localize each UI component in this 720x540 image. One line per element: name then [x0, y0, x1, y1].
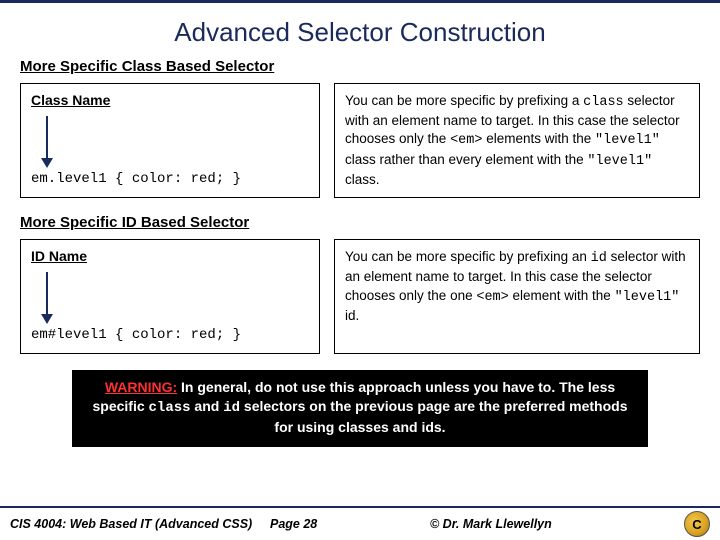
footer: CIS 4004: Web Based IT (Advanced CSS) Pa…: [0, 506, 720, 540]
ucf-logo-icon: C: [684, 511, 710, 537]
warning-box: WARNING: In general, do not use this app…: [72, 370, 648, 447]
footer-author: © Dr. Mark Llewellyn: [430, 517, 684, 531]
section1-row: Class Name em.level1 { color: red; } You…: [20, 83, 700, 198]
section2-code: em#level1 { color: red; }: [31, 327, 241, 343]
section1-label: Class Name: [31, 92, 309, 108]
warning-text: selectors on the previous page are the p…: [240, 398, 627, 435]
s1-code-level1b: "level1": [587, 154, 652, 169]
s1-code-class: class: [583, 95, 624, 110]
s1-text: You can be more specific by prefixing a: [345, 93, 583, 108]
section1-code-panel: Class Name em.level1 { color: red; }: [20, 83, 320, 198]
warning-code-id: id: [223, 400, 240, 416]
s2-text: element with the: [509, 288, 615, 303]
s2-code-em: <em>: [476, 290, 508, 305]
section2-label: ID Name: [31, 248, 309, 264]
s2-text: You can be more specific by prefixing an: [345, 249, 591, 264]
arrow-down-icon: [39, 270, 69, 326]
section2-row: ID Name em#level1 { color: red; } You ca…: [20, 239, 700, 354]
section2-heading: More Specific ID Based Selector: [20, 214, 700, 231]
footer-page: Page 28: [270, 517, 430, 531]
s1-code-level1a: "level1": [595, 133, 660, 148]
section1-heading: More Specific Class Based Selector: [20, 58, 700, 75]
footer-course: CIS 4004: Web Based IT (Advanced CSS): [10, 517, 270, 531]
section2-explain: You can be more specific by prefixing an…: [334, 239, 700, 354]
s2-code-id: id: [591, 251, 607, 266]
section1-code: em.level1 { color: red; }: [31, 171, 241, 187]
section2-code-panel: ID Name em#level1 { color: red; }: [20, 239, 320, 354]
s1-text: elements with the: [482, 131, 595, 146]
s1-code-em: <em>: [450, 133, 482, 148]
content-area: More Specific Class Based Selector Class…: [0, 58, 720, 447]
warning-label: WARNING:: [105, 379, 177, 395]
s2-code-level1: "level1": [615, 290, 680, 305]
arrow-down-icon: [39, 114, 69, 170]
section1-explain: You can be more specific by prefixing a …: [334, 83, 700, 198]
s1-text: class.: [345, 172, 380, 187]
warning-code-class: class: [149, 400, 191, 416]
page-title: Advanced Selector Construction: [0, 3, 720, 58]
warning-text: and: [191, 398, 224, 414]
s2-text: id.: [345, 308, 359, 323]
s1-text: class rather than every element with the: [345, 152, 587, 167]
